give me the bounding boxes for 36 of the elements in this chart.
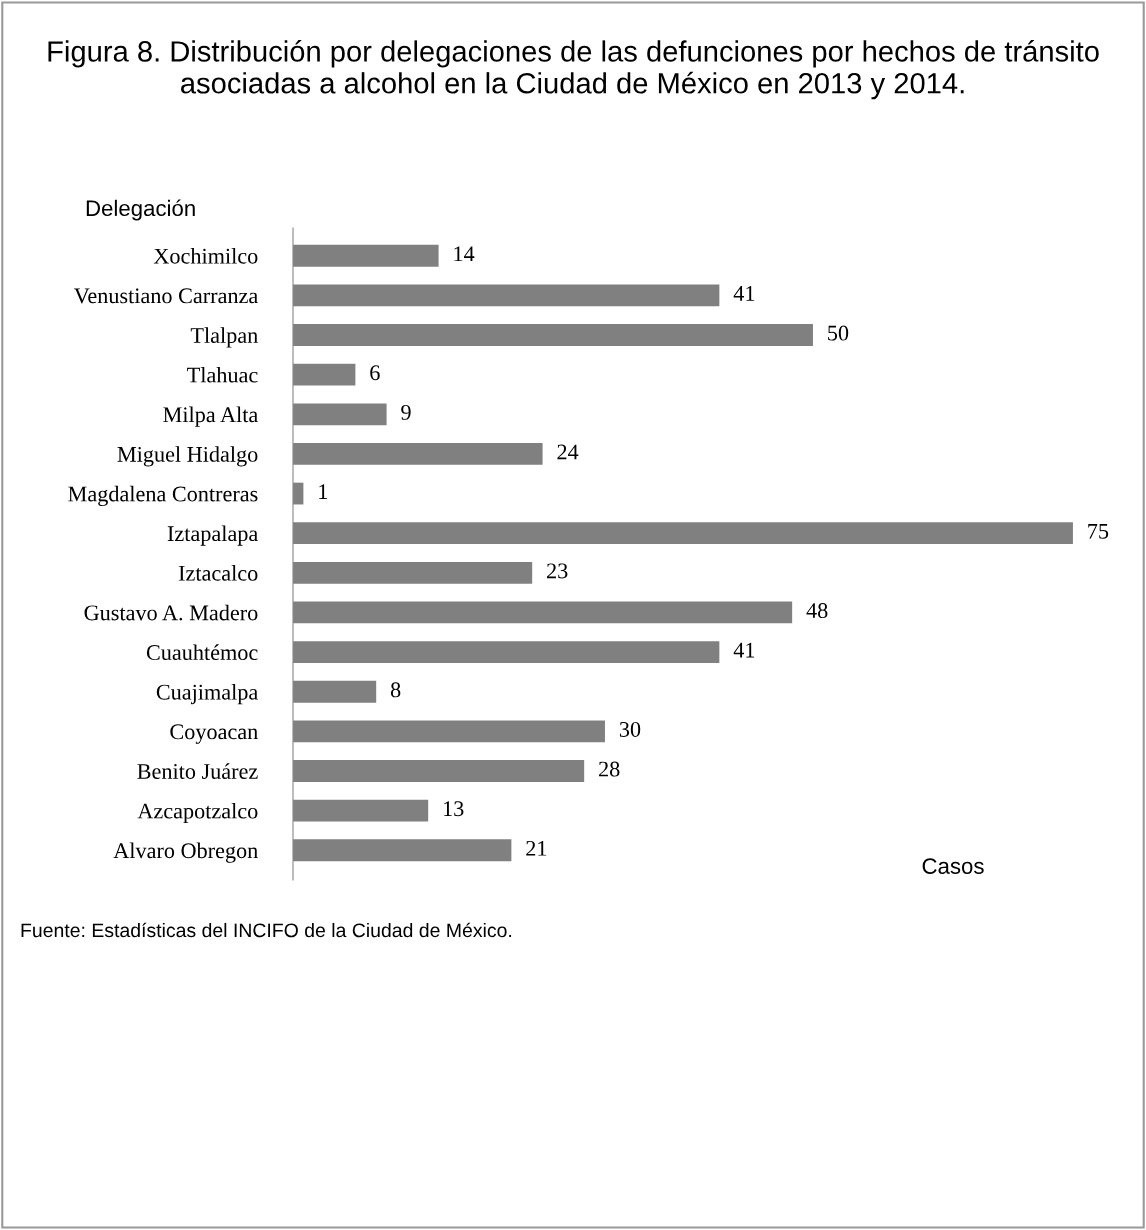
data-label: 48: [806, 603, 828, 619]
x-axis-title: Casos: [922, 858, 984, 874]
y-tick-label: Gustavo A. Madero: [84, 604, 258, 621]
y-tick-label: Cuauhtémoc: [146, 644, 258, 661]
y-tick-label: Venustiano Carranza: [74, 288, 258, 304]
y-tick-label: Xochimilco: [153, 248, 258, 264]
y-tick-label: Benito Juárez: [137, 763, 258, 779]
y-tick-label: Milpa Alta: [163, 406, 258, 427]
source-note: Fuente: Estadísticas del INCIFO de la Ciudad de México.: [21, 922, 512, 938]
data-label: 50: [828, 325, 849, 341]
y-tick-label: Cuajimalpa: [156, 684, 258, 705]
data-label: 8: [390, 682, 401, 698]
data-label: 41: [733, 642, 755, 658]
data-label: 30: [619, 721, 641, 737]
y-tick-label: Tlahuac: [187, 366, 258, 383]
data-label: 24: [557, 444, 579, 460]
y-tick-label: Tlalpan: [190, 327, 258, 348]
y-tick-label: Iztacalco: [178, 565, 258, 581]
y-tick-label: Coyoacan: [170, 724, 258, 744]
y-axis-title: Delegación: [86, 199, 195, 221]
y-tick-label: Iztapalapa: [167, 525, 258, 546]
y-tick-label: Alvaro Obregon: [113, 842, 258, 863]
data-label: 13: [444, 801, 464, 817]
data-label: 75: [1088, 523, 1109, 539]
data-label: 9: [401, 404, 411, 420]
data-label: 1: [319, 484, 328, 499]
data-label: 23: [547, 563, 568, 579]
data-label: 21: [526, 840, 547, 856]
y-tick-label: Magdalena Contreras: [68, 485, 258, 507]
data-label: 14: [454, 246, 475, 262]
data-label: 6: [370, 365, 380, 381]
chart-title: Figura 8. Distribución por delegaciones de las defunciones por hechos de tránsito asociadas a alcohol en la Ciudad de México en 2013 y 2014.: [48, 40, 1099, 100]
y-tick-label: Miguel Hidalgo: [117, 446, 258, 467]
data-label: 41: [733, 286, 755, 301]
y-tick-label: Azcapotzalco: [137, 802, 258, 824]
data-label: 28: [599, 761, 620, 777]
